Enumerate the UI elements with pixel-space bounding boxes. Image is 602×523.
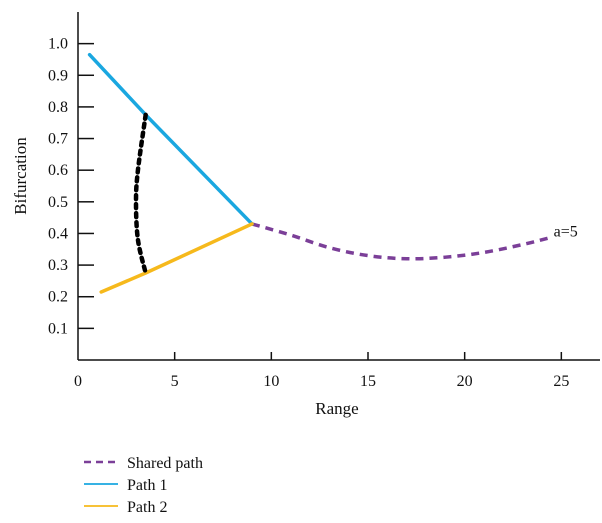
y-tick-label: 0.6 [48, 162, 68, 179]
annotation-a5: a=5 [554, 224, 578, 241]
x-tick-label: 25 [553, 373, 569, 390]
y-tick-label: 0.8 [48, 99, 68, 116]
y-tick-label: 0.5 [48, 194, 68, 211]
y-tick-label: 0.9 [48, 67, 68, 84]
x-tick-label: 0 [74, 373, 82, 390]
y-tick-label: 0.7 [48, 131, 68, 148]
legend-label: Path 2 [127, 499, 167, 516]
path-1-line [87, 52, 254, 226]
x-tick-label: 5 [171, 373, 179, 390]
series-group [87, 52, 549, 294]
legend-label: Path 1 [127, 477, 167, 494]
x-tick-label: 10 [263, 373, 279, 390]
y-tick-label: 0.1 [48, 320, 68, 337]
y-tick-label: 0.3 [48, 257, 68, 274]
x-tick-label: 20 [457, 373, 473, 390]
x-tick-label: 15 [360, 373, 376, 390]
y-tick-label: 1.0 [48, 36, 68, 53]
y-tick-label: 0.4 [48, 225, 68, 242]
legend-label: Shared path [127, 455, 203, 472]
x-axis-title: Range [315, 399, 358, 418]
connector-dotted-line [133, 112, 148, 276]
y-ticks: 0.1 0.2 0.3 0.4 0.5 0.6 0.7 0.8 0.9 1.0 [48, 36, 94, 337]
path-2-line [99, 222, 254, 294]
legend: Shared path Path 1 Path 2 [84, 455, 203, 516]
y-tick-label: 0.2 [48, 289, 68, 306]
y-axis-title: Bifurcation [11, 137, 30, 215]
axes-group [77, 12, 600, 361]
shared-path-line [251, 222, 549, 261]
x-ticks: 0 5 10 15 20 25 [74, 352, 569, 390]
